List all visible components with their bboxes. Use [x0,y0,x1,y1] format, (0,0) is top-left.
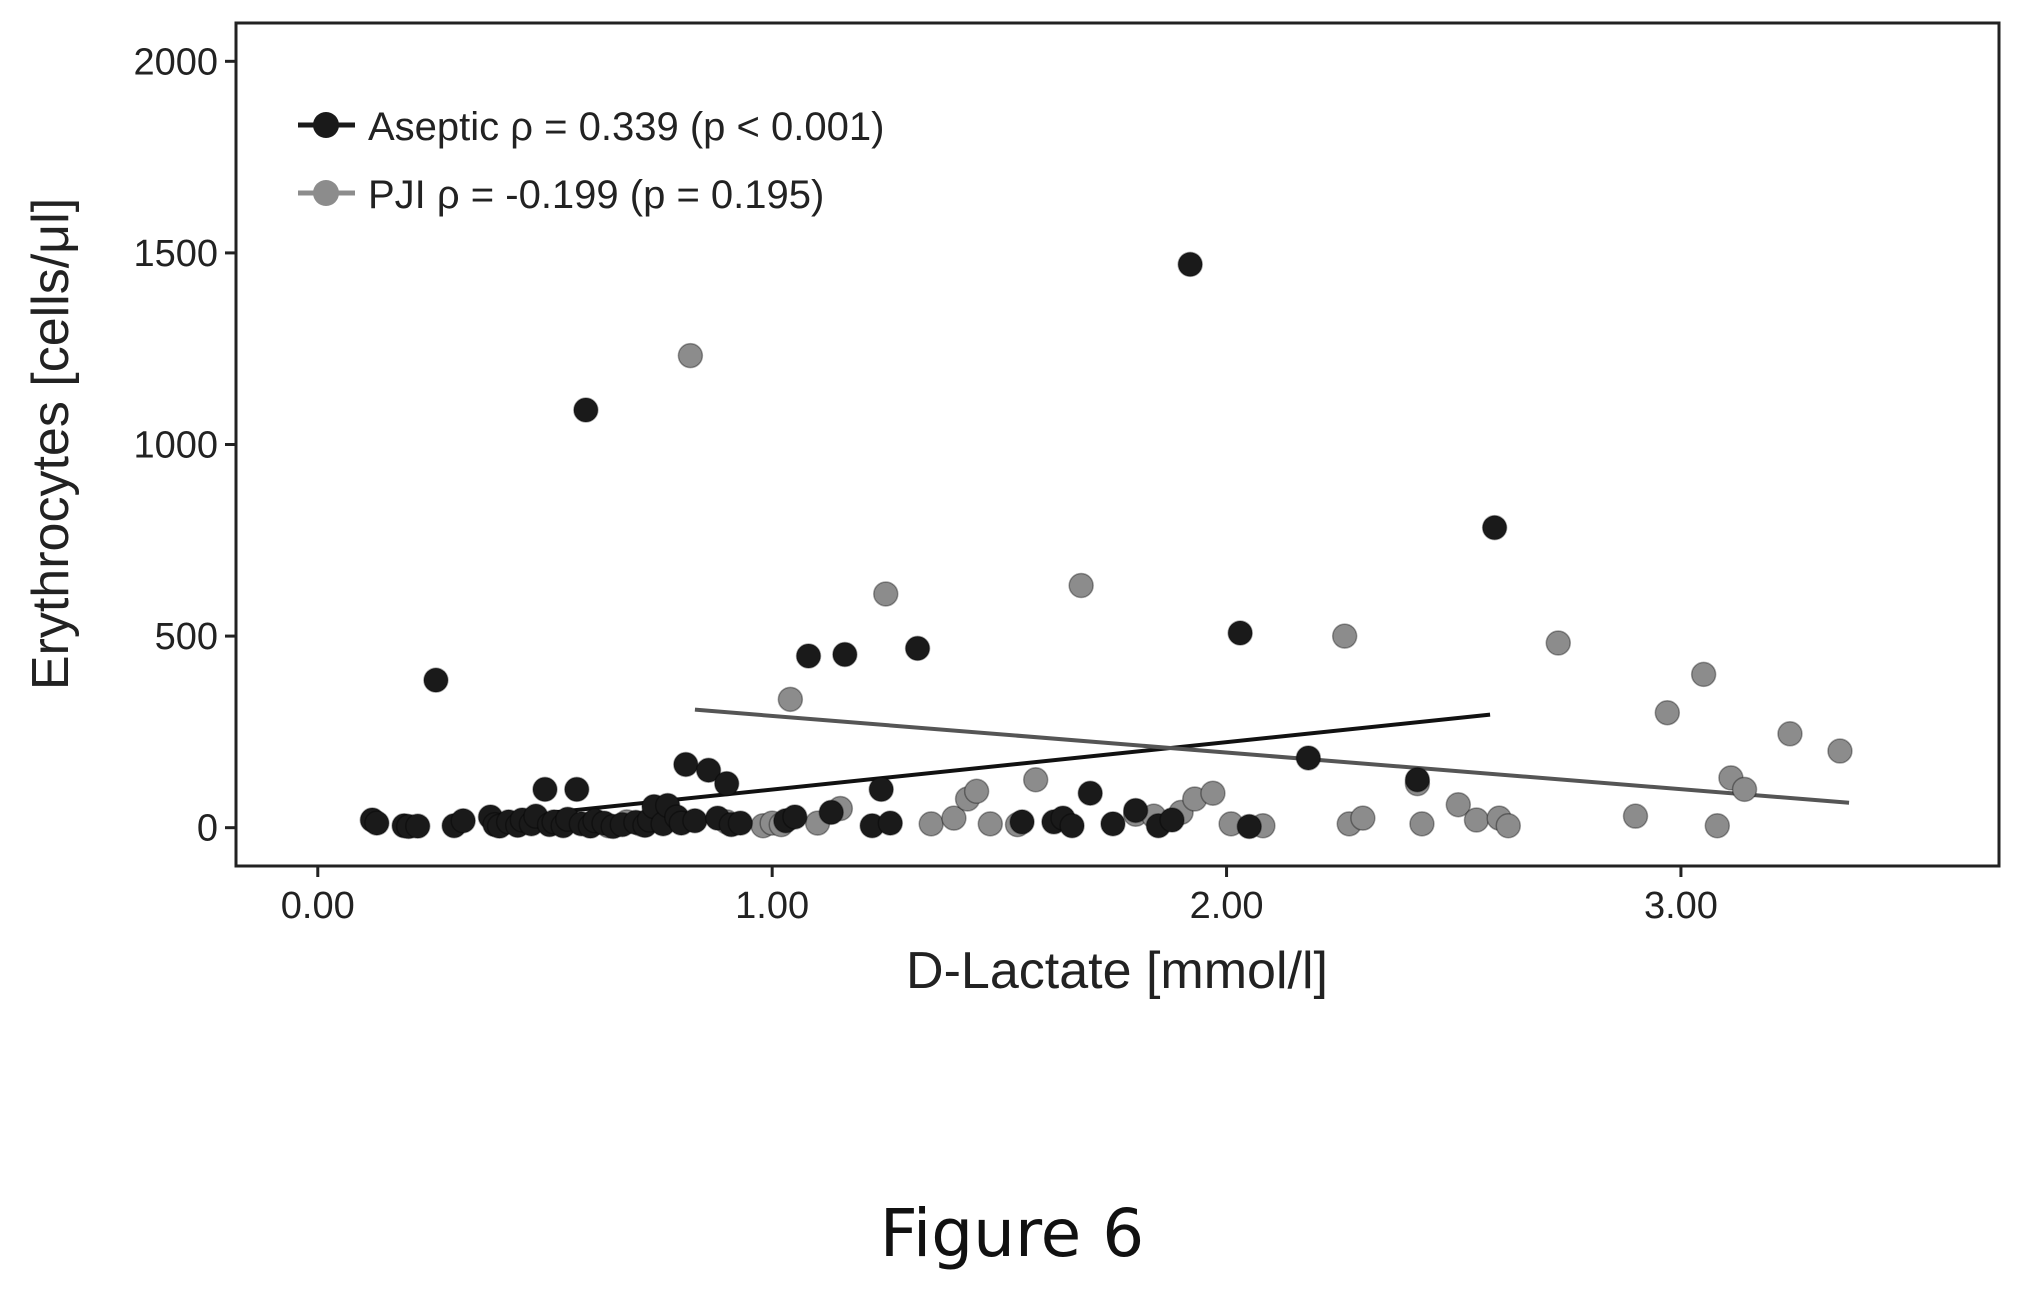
point-pji [1331,623,1358,649]
point-aseptic [1159,807,1185,833]
trend-line-aseptic [553,712,1491,815]
point-aseptic [364,810,390,836]
point-pji [873,581,899,607]
y-tick-label: 1500 [133,233,218,275]
point-pji [1777,721,1803,747]
point-pji [777,686,804,713]
point-aseptic [1404,767,1431,793]
x-axis-title: D-Lactate [mmol/l] [906,942,1328,1000]
x-axis: 0.00 1.00 2.00 3.00 [281,866,1718,927]
y-tick-label: 1000 [133,425,218,467]
trend-lines [553,707,1850,815]
y-tick-label: 500 [155,616,218,658]
legend-label-pji: PJI ρ = -0.199 (p = 0.195) [368,173,824,217]
x-tick-label: 3.00 [1644,885,1718,927]
point-aseptic [695,757,722,783]
point-aseptic [573,397,599,423]
figure-caption: Figure 6 [879,1195,1145,1272]
point-aseptic [450,808,476,834]
point-aseptic [405,813,431,839]
point-aseptic [1177,251,1203,278]
point-aseptic [818,799,844,826]
legend-label-aseptic: Aseptic ρ = 0.339 (p < 0.001) [368,105,884,149]
point-pji [1068,572,1094,599]
y-axis-title: Erythrocytes [cells/μl] [22,198,80,690]
point-aseptic [1059,813,1085,839]
point-aseptic [1295,745,1322,771]
point-aseptic [1077,780,1103,806]
y-tick-label: 2000 [133,41,218,83]
point-pji [1827,738,1853,764]
point-aseptic [1009,809,1035,835]
x-tick-label: 2.00 [1190,885,1264,927]
point-aseptic [1100,811,1126,837]
point-aseptic [564,776,590,803]
point-aseptic [532,776,558,803]
legend-marker-pji [313,180,339,206]
point-aseptic [832,641,858,668]
point-aseptic [868,776,894,803]
point-aseptic [727,810,754,836]
x-tick-label: 0.00 [281,885,355,927]
point-pji [963,778,990,805]
point-aseptic [1481,514,1508,541]
point-pji [1622,803,1649,829]
point-aseptic [1227,620,1253,646]
legend-item-aseptic: Aseptic ρ = 0.339 (p < 0.001) [298,105,884,149]
y-tick-label: 0 [197,808,218,850]
point-pji [1545,630,1571,656]
point-pji [1200,780,1226,806]
data-points [359,251,1853,840]
point-pji [1731,776,1758,803]
point-pji [1495,813,1522,839]
plot-panel [234,21,2001,868]
point-pji [1690,661,1717,688]
point-pji [1463,807,1490,833]
point-aseptic [423,667,449,693]
point-pji [1409,811,1435,837]
point-aseptic [782,804,808,830]
point-aseptic [682,808,708,834]
trend-line-pji [694,707,1850,805]
point-aseptic [1236,813,1263,840]
point-aseptic [795,643,822,669]
point-pji [1350,805,1376,831]
point-pji [941,805,967,831]
point-aseptic [904,635,931,662]
legend-marker-aseptic [313,112,339,138]
point-aseptic [713,770,740,797]
point-aseptic [1122,797,1149,824]
point-pji [977,811,1004,837]
point-pji [918,811,944,837]
legend: Aseptic ρ = 0.339 (p < 0.001) PJI ρ = -0… [298,105,884,217]
point-pji [1654,699,1681,726]
legend-item-pji: PJI ρ = -0.199 (p = 0.195) [298,173,824,217]
point-pji [1445,791,1472,818]
point-pji [677,342,704,369]
point-pji [1704,813,1731,839]
y-axis: 0 500 1000 1500 2000 [133,41,236,850]
point-aseptic [673,751,699,778]
x-tick-label: 1.00 [735,885,809,927]
point-pji [1022,767,1049,793]
point-aseptic [877,810,904,836]
